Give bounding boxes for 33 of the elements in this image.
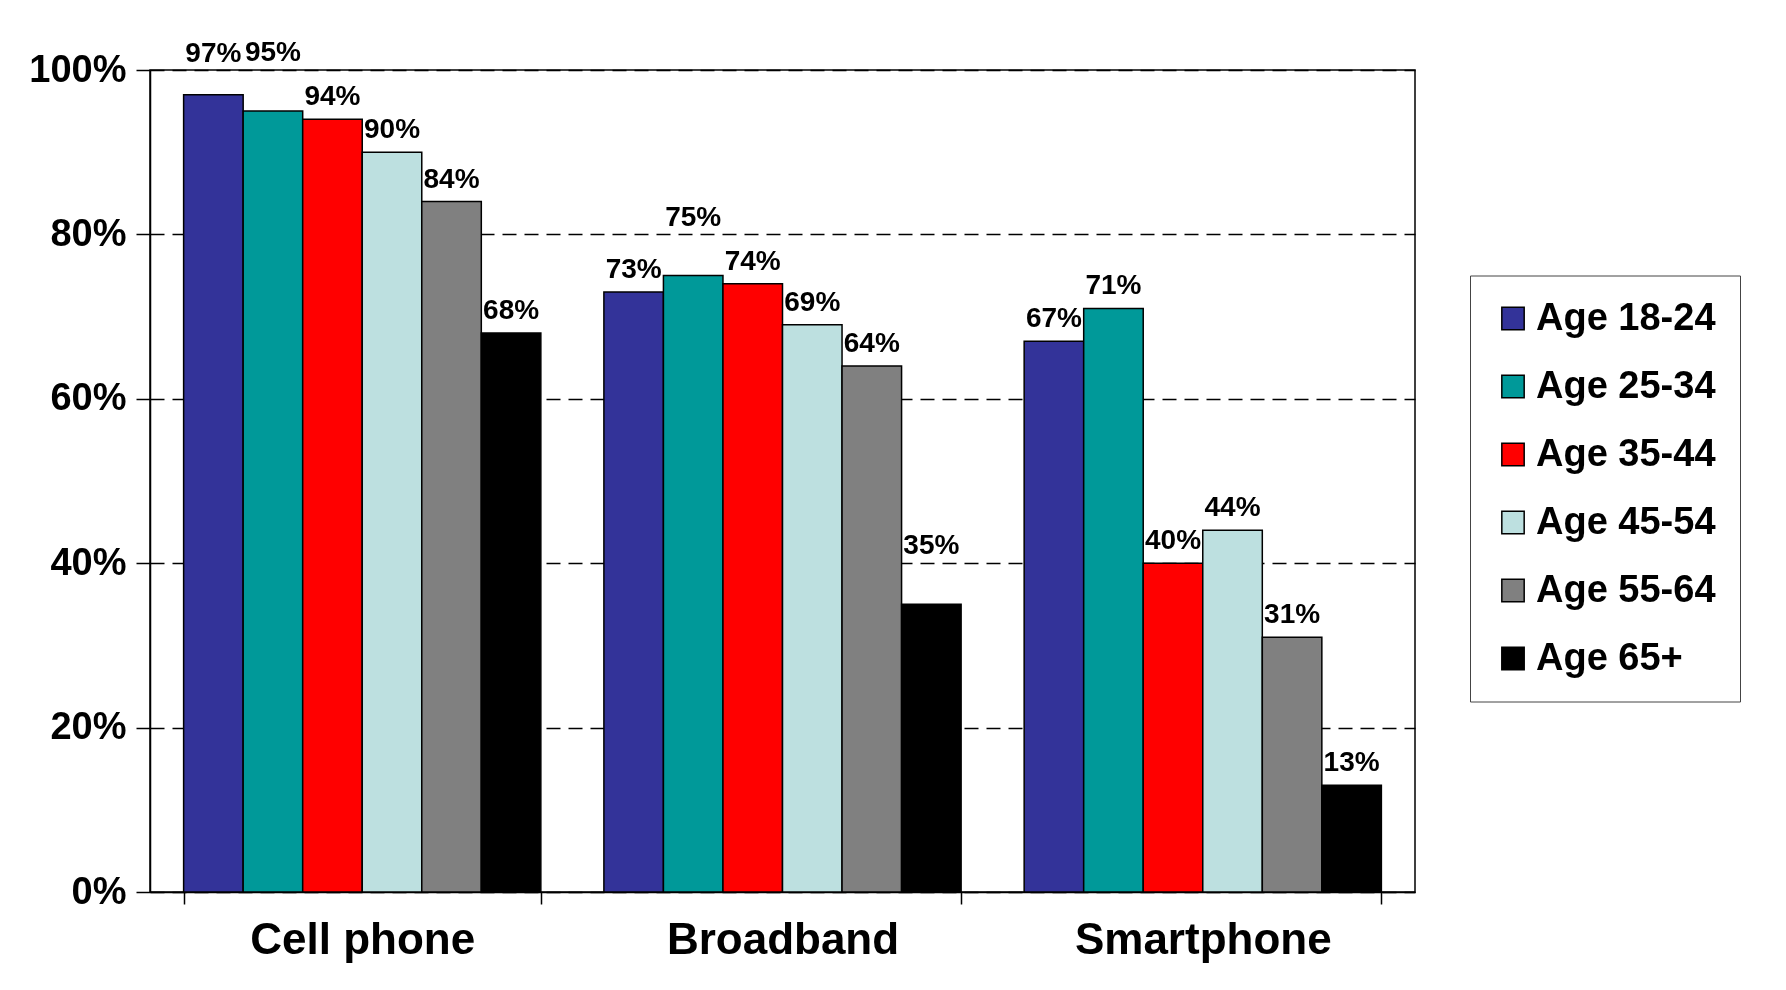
y-tick-label: 80%: [50, 211, 127, 254]
legend-label: Age 45-54: [1536, 499, 1716, 542]
y-tick-label: 100%: [29, 47, 127, 90]
y-tick-label: 0%: [71, 869, 127, 912]
data-label: 90%: [363, 113, 421, 145]
data-label: 35%: [903, 529, 960, 561]
data-label: 97%: [185, 36, 242, 68]
data-label: 13%: [1323, 746, 1380, 778]
data-label: 69%: [784, 285, 841, 317]
legend-label: Age 55-64: [1536, 567, 1716, 610]
data-label: 67%: [1025, 302, 1083, 334]
data-label: 44%: [1204, 491, 1261, 523]
x-tick-label: Cell phone: [250, 913, 476, 963]
data-label: 71%: [1085, 269, 1142, 301]
data-label: 73%: [605, 252, 662, 284]
legend-label: Age 25-34: [1536, 363, 1716, 406]
data-label: 95%: [244, 36, 302, 68]
legend-label: Age 65+: [1536, 635, 1683, 678]
x-tick-label: Broadband: [666, 913, 900, 963]
data-label: 64%: [843, 326, 900, 358]
x-tick-label: Smartphone: [1074, 913, 1332, 963]
data-label: 84%: [423, 162, 480, 194]
data-label: 75%: [665, 200, 722, 232]
data-label: 94%: [304, 80, 361, 112]
legend-label: Age 18-24: [1536, 295, 1716, 338]
data-label: 68%: [483, 294, 540, 326]
data-label: 40%: [1144, 524, 1202, 556]
data-label: 31%: [1264, 598, 1321, 630]
y-tick-label: 20%: [50, 705, 127, 748]
legend-label: Age 35-44: [1536, 431, 1716, 474]
y-tick-label: 60%: [50, 376, 127, 419]
data-label: 74%: [724, 244, 781, 276]
y-tick-label: 40%: [50, 540, 127, 583]
